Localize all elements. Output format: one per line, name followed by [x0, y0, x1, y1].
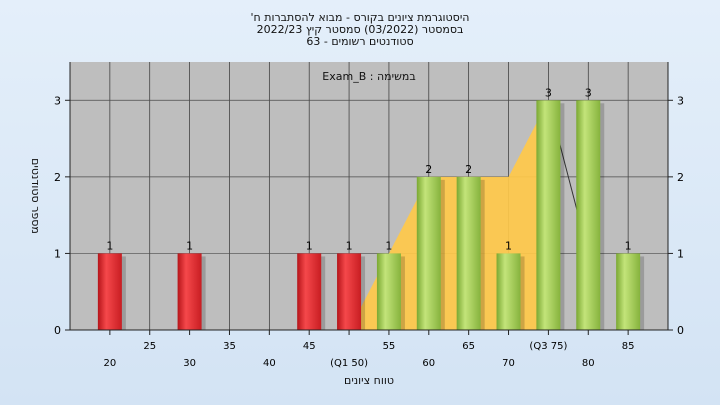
histogram-bar [616, 253, 641, 330]
bar-value-label: 3 [585, 86, 592, 99]
bar-value-label: 1 [186, 239, 193, 252]
histogram-bar [297, 253, 322, 330]
chart-title-line-2: בסמסטר (03/2022) סמסטר קיץ 2022/23 [256, 23, 464, 36]
histogram-bar [496, 253, 521, 330]
plot-area [70, 62, 668, 330]
histogram-bar [337, 253, 362, 330]
y-tick-label-right: 2 [677, 171, 684, 184]
bar-value-label: 1 [385, 239, 392, 252]
bar-value-label: 1 [505, 239, 512, 252]
histogram-bar [416, 176, 441, 330]
x-tick-label: 35 [223, 341, 236, 352]
chart-title-line-1: היסטוגרמת ציונים בקורס - מבוא להסתברות ח… [250, 11, 470, 24]
bar-value-label: 1 [346, 239, 353, 252]
x-tick-label: 60 [422, 358, 435, 369]
bar-value-label: 1 [306, 239, 313, 252]
bar-value-label: 1 [106, 239, 113, 252]
x-tick-label: 25 [143, 341, 156, 352]
histogram-bar [456, 176, 481, 330]
y-tick-label-right: 1 [677, 247, 684, 260]
histogram-bar [177, 253, 202, 330]
y-axis-label: מספר סטודנטים [29, 158, 42, 234]
bar-value-label: 1 [625, 239, 632, 252]
x-tick-label: (Q3 75) [529, 341, 567, 352]
x-tick-label: 40 [263, 358, 276, 369]
y-tick-label-left: 3 [54, 94, 61, 107]
y-tick-label-left: 0 [54, 324, 61, 337]
y-tick-label-right: 0 [677, 324, 684, 337]
y-tick-label-left: 1 [54, 247, 61, 260]
x-axis-label: טווח ציונים [344, 374, 394, 387]
x-tick-label: (Q1 50) [330, 358, 368, 369]
histogram-bar [97, 253, 122, 330]
bar-value-label: 2 [465, 163, 472, 176]
chart-title-line-3: סטודנטים רשומים - 63 [306, 35, 414, 48]
x-tick-label: 70 [502, 358, 515, 369]
x-tick-label: 65 [462, 341, 475, 352]
histogram-bar [536, 100, 561, 331]
histogram-bar [376, 253, 401, 330]
x-tick-label: 80 [582, 358, 595, 369]
histogram-bar [576, 100, 601, 331]
y-tick-label-right: 3 [677, 94, 684, 107]
y-tick-label-left: 2 [54, 171, 61, 184]
x-tick-label: 30 [183, 358, 196, 369]
x-tick-label: 55 [383, 341, 396, 352]
bar-value-label: 3 [545, 86, 552, 99]
chart-subtitle: במשימה : Exam_B [322, 70, 415, 83]
x-tick-label: 45 [303, 341, 316, 352]
bar-value-label: 2 [425, 163, 432, 176]
x-tick-label: 85 [622, 341, 635, 352]
x-tick-label: 20 [103, 358, 116, 369]
